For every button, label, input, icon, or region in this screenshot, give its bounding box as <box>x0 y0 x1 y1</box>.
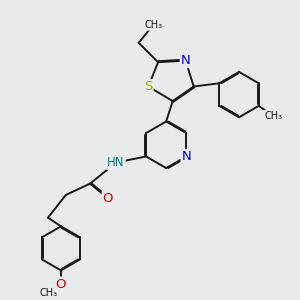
Text: HN: HN <box>107 156 125 169</box>
Text: O: O <box>56 278 66 290</box>
Text: N: N <box>181 54 190 67</box>
Text: N: N <box>182 150 191 163</box>
Text: CH₃: CH₃ <box>264 111 282 121</box>
Text: O: O <box>103 192 113 205</box>
Text: S: S <box>144 80 153 93</box>
Text: CH₃: CH₃ <box>144 20 162 30</box>
Text: CH₃: CH₃ <box>40 288 58 298</box>
